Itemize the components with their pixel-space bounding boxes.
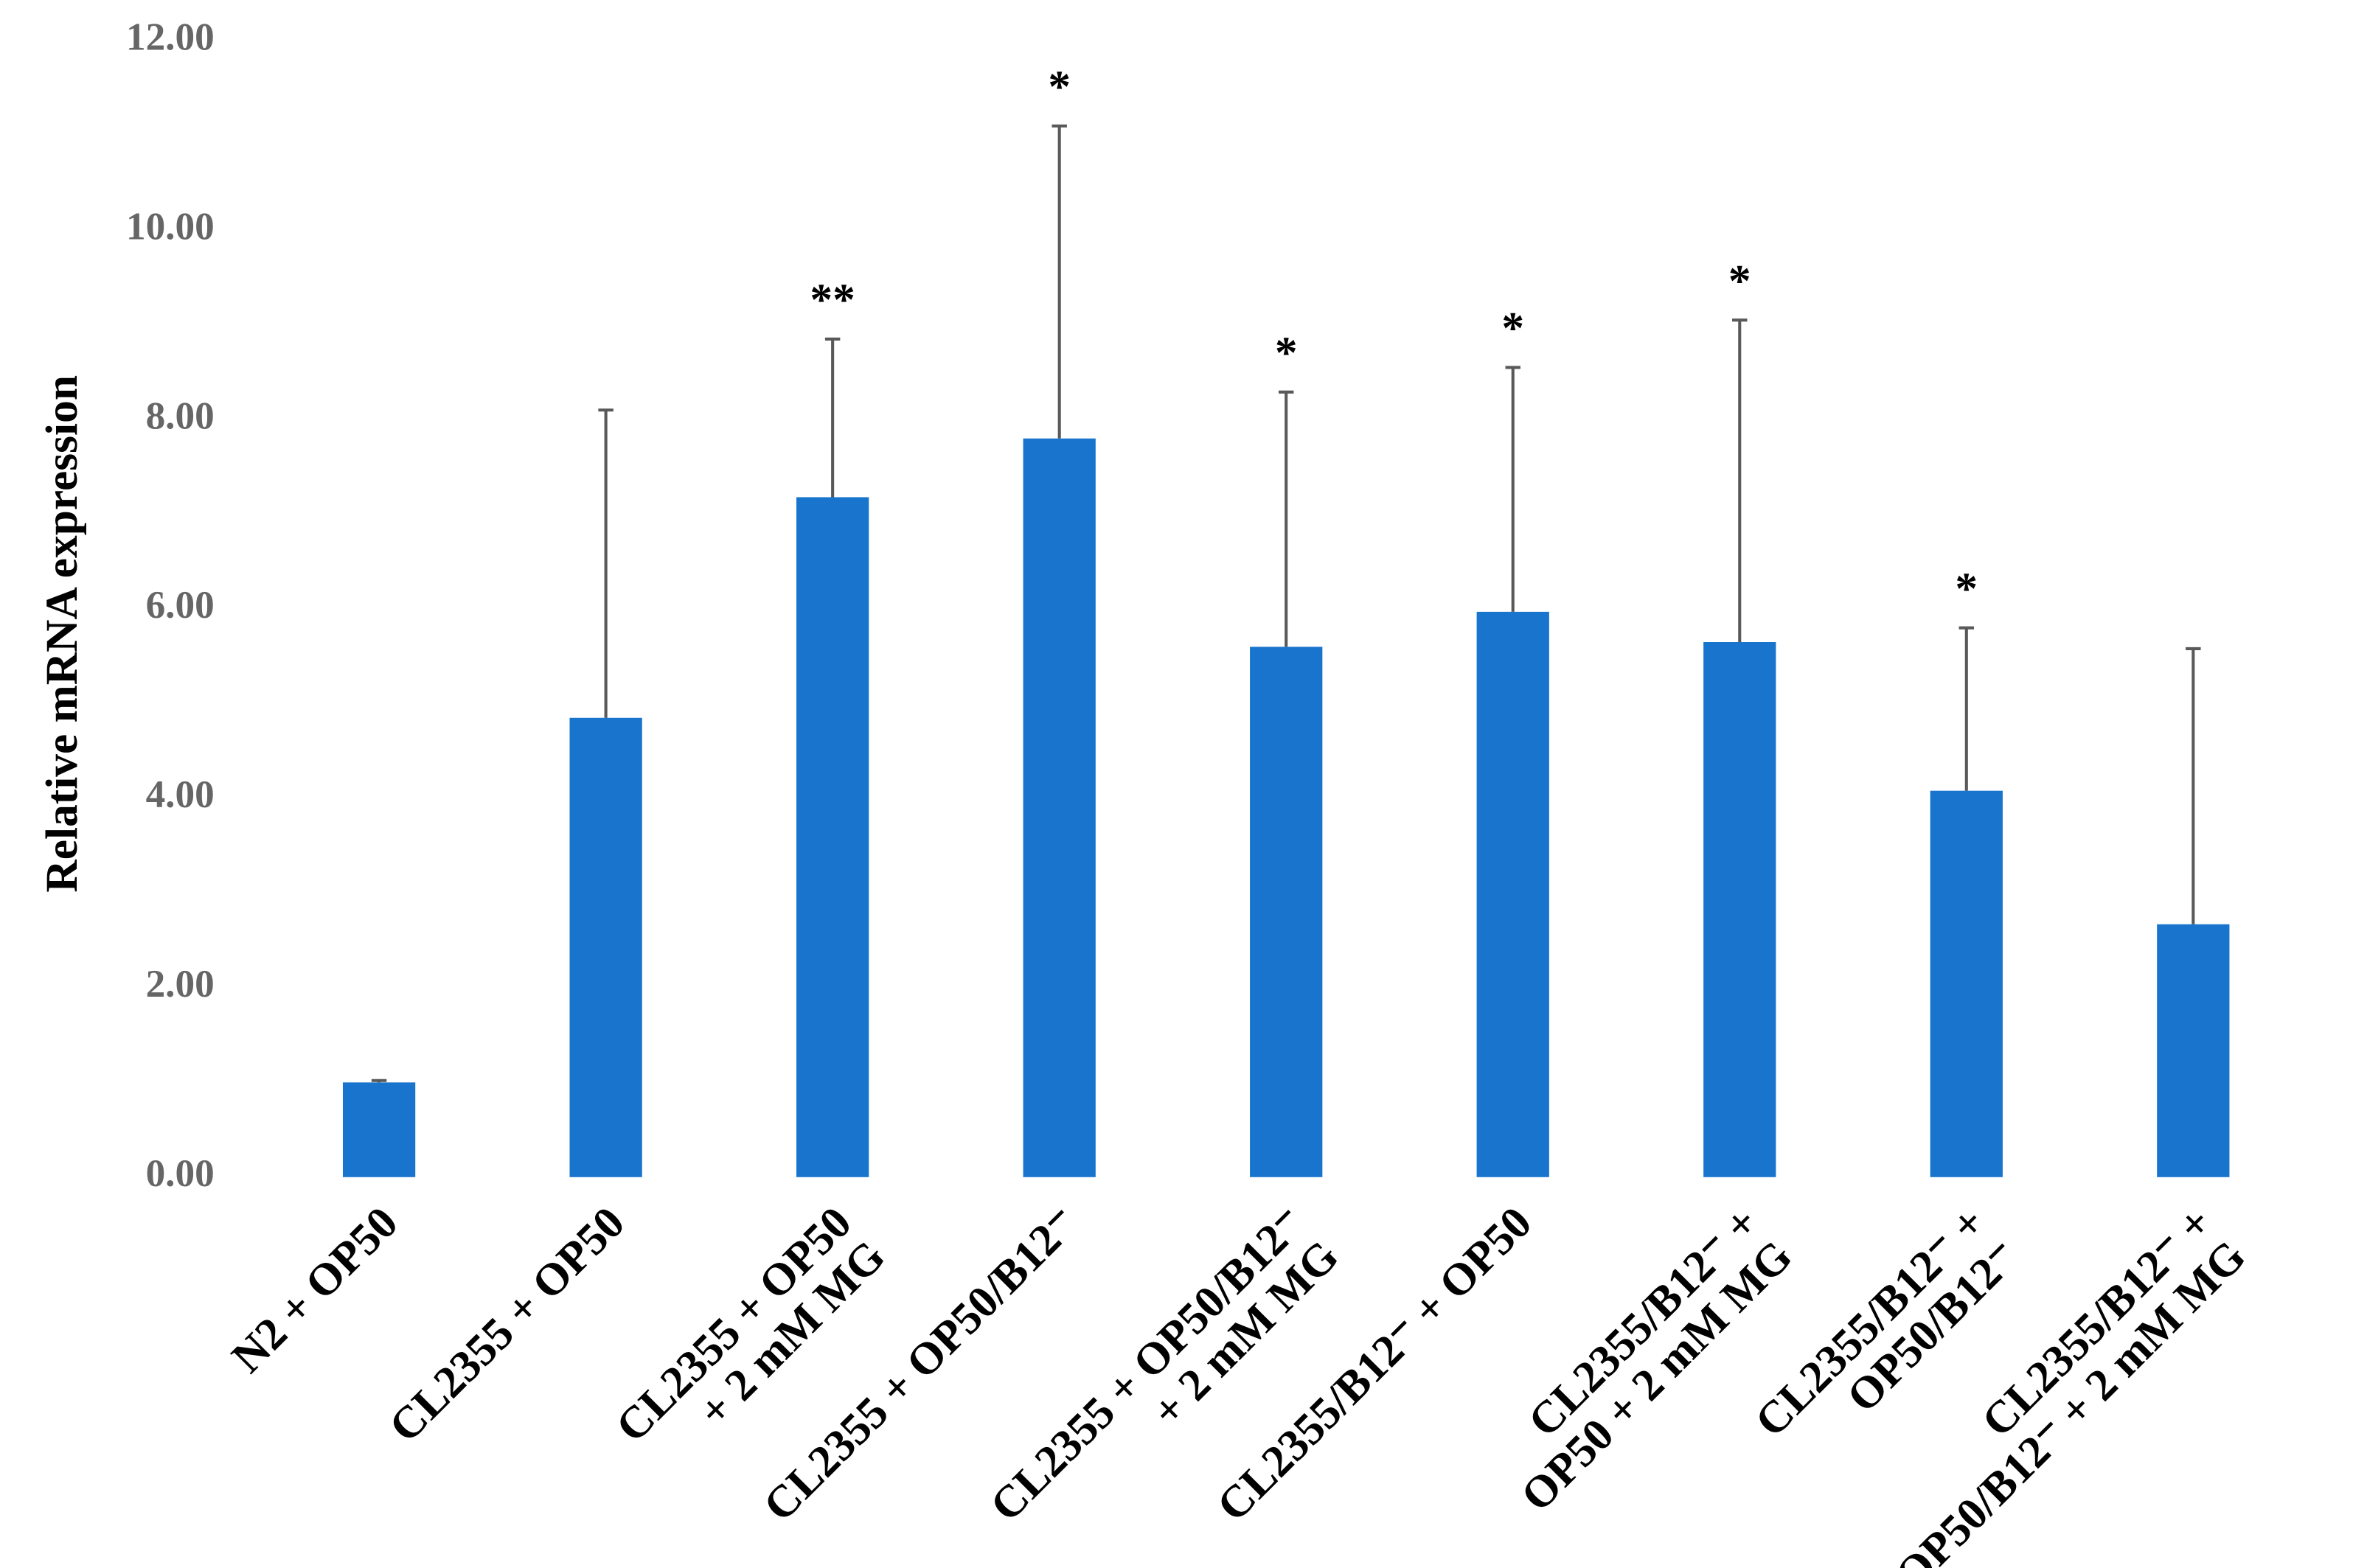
bar [342, 1082, 416, 1177]
error-bar [1958, 626, 1975, 791]
x-tick-label: CL2355/B12⁻ +OP50/B12⁻ [1745, 1197, 2029, 1480]
bar [1250, 647, 1323, 1177]
bar [1476, 611, 1549, 1177]
error-bar [598, 408, 614, 718]
x-tick-label: N2 + OP50 [222, 1197, 407, 1382]
error-bar [1732, 318, 1748, 642]
error-bar [1052, 124, 1067, 439]
significance-label: ** [810, 275, 855, 325]
bar [2157, 924, 2230, 1177]
significance-label: * [1955, 564, 1978, 614]
bar [1703, 641, 1776, 1177]
bar [796, 497, 869, 1177]
bar [1023, 438, 1096, 1177]
x-tick-label: CL2355 + OP50 [380, 1197, 634, 1452]
y-tick-label: 4.00 [146, 773, 215, 816]
y-tick-label: 2.00 [146, 962, 215, 1006]
error-bar [1278, 390, 1294, 647]
y-tick-label: 8.00 [146, 394, 215, 437]
bar [569, 717, 642, 1177]
y-tick-label: 0.00 [146, 1151, 215, 1195]
significance-label: * [1501, 304, 1524, 354]
y-axis-title: Relative mRNA expression [37, 375, 87, 893]
significance-label: * [1275, 328, 1298, 378]
significance-label: * [1728, 256, 1751, 306]
y-tick-label: 6.00 [146, 583, 215, 627]
error-bar [1505, 366, 1520, 612]
error-bar [2186, 647, 2201, 924]
y-tick-label: 10.00 [126, 204, 215, 248]
error-bar [824, 337, 841, 498]
bar [1930, 790, 2003, 1177]
y-tick-label: 12.00 [126, 15, 215, 58]
significance-label: * [1048, 62, 1071, 112]
error-bar [371, 1079, 387, 1083]
